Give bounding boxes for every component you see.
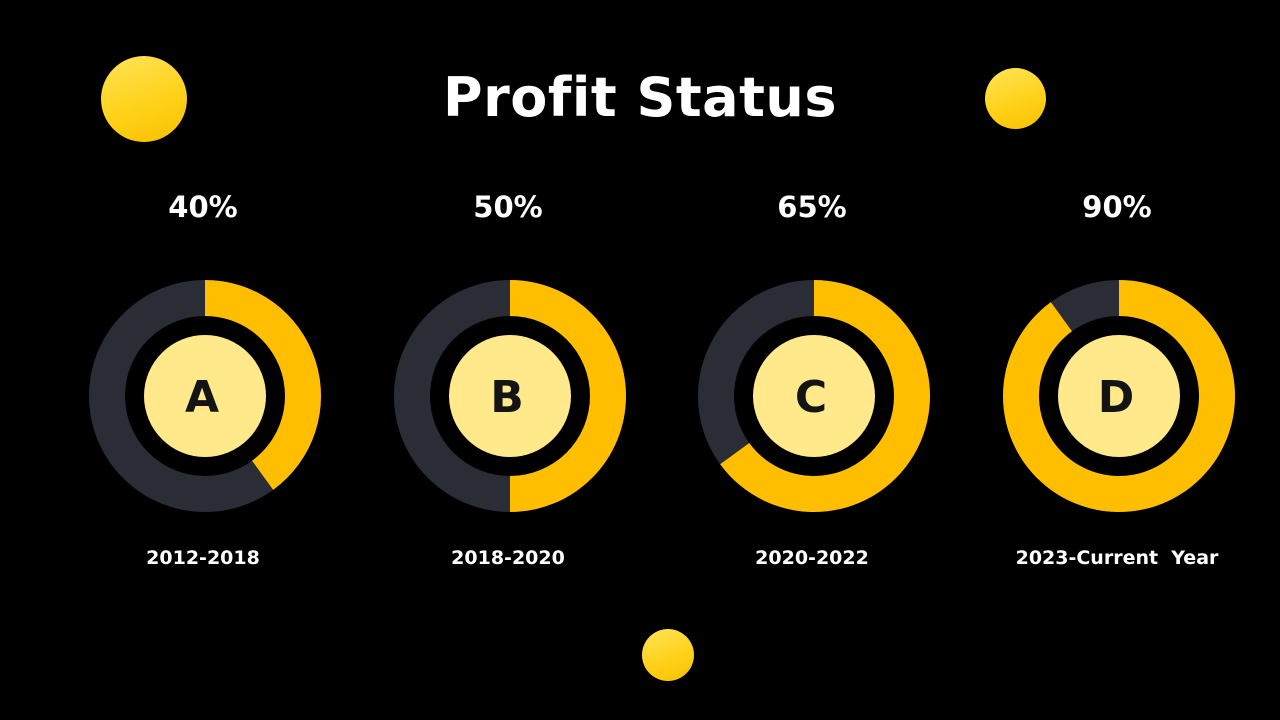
percent-label-a: 40%: [168, 190, 238, 224]
percent-label-c: 65%: [777, 190, 847, 224]
donut-a: A: [89, 280, 321, 512]
donut-d: D: [1003, 280, 1235, 512]
donut-letter-c: C: [795, 372, 827, 423]
donut-center-a: [144, 335, 266, 457]
donut-fill-d: [1003, 280, 1235, 512]
donut-letter-a: A: [185, 372, 219, 423]
donut-fill-b: [510, 280, 627, 512]
percent-label-d: 90%: [1082, 190, 1152, 224]
decor-circle-top-right: [985, 68, 1046, 129]
period-label-a: 2012-2018: [146, 547, 260, 569]
donut-letter-b: B: [490, 372, 524, 423]
donut-center-c: [753, 335, 875, 457]
decor-circle-bottom: [642, 629, 694, 681]
donut-letter-d: D: [1098, 372, 1135, 423]
percent-label-b: 50%: [473, 190, 543, 224]
period-label-d: 2023-Current Year: [1015, 547, 1219, 569]
donut-c: C: [698, 280, 931, 513]
page-title: Profit Status: [443, 66, 837, 129]
donut-fill-a: [205, 280, 321, 490]
donut-center-b: [449, 335, 571, 457]
decor-circle-top-left: [101, 56, 187, 142]
period-label-b: 2018-2020: [451, 547, 565, 569]
donut-center-d: [1058, 335, 1180, 457]
period-label-c: 2020-2022: [755, 547, 869, 569]
donut-fill-c: [720, 280, 931, 513]
donut-b: B: [394, 280, 627, 512]
